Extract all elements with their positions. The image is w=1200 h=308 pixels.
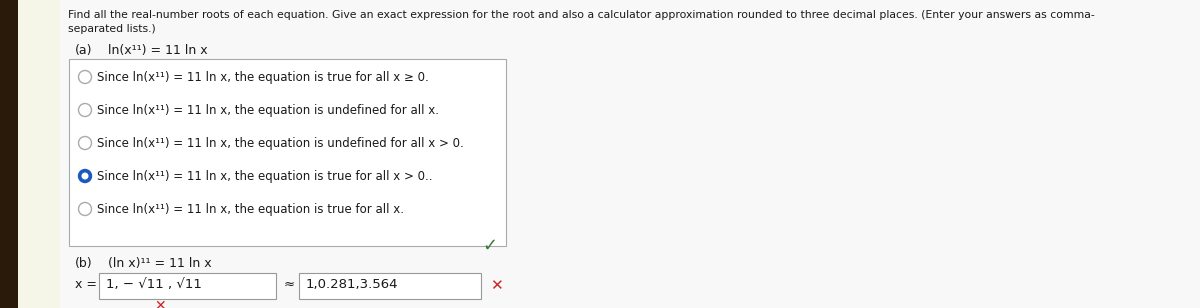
Circle shape (78, 71, 91, 83)
Text: 1, − √11 , √11: 1, − √11 , √11 (106, 278, 202, 291)
Text: Since ln(x¹¹) = 11 ln x, the equation is true for all x ≥ 0.: Since ln(x¹¹) = 11 ln x, the equation is… (97, 71, 428, 84)
Text: 1,0.281,3.564: 1,0.281,3.564 (306, 278, 398, 291)
Text: (a): (a) (74, 44, 92, 57)
Text: x =: x = (74, 278, 97, 291)
Text: ✕: ✕ (154, 299, 166, 308)
Circle shape (78, 202, 91, 216)
FancyBboxPatch shape (98, 273, 276, 299)
FancyBboxPatch shape (70, 59, 506, 246)
Circle shape (78, 169, 91, 183)
Text: ✕: ✕ (490, 278, 503, 293)
Text: Find all the real-number roots of each equation. Give an exact expression for th: Find all the real-number roots of each e… (68, 10, 1094, 20)
FancyBboxPatch shape (18, 0, 1200, 308)
Circle shape (82, 173, 88, 179)
FancyBboxPatch shape (0, 0, 18, 308)
Text: ≈: ≈ (284, 278, 295, 291)
Text: ln(x¹¹) = 11 ln x: ln(x¹¹) = 11 ln x (108, 44, 208, 57)
Text: ✓: ✓ (482, 237, 497, 255)
Text: (b): (b) (74, 257, 92, 270)
Text: Since ln(x¹¹) = 11 ln x, the equation is undefined for all x.: Since ln(x¹¹) = 11 ln x, the equation is… (97, 104, 439, 117)
Text: (ln x)¹¹ = 11 ln x: (ln x)¹¹ = 11 ln x (108, 257, 211, 270)
FancyBboxPatch shape (60, 0, 1200, 308)
Text: Since ln(x¹¹) = 11 ln x, the equation is undefined for all x > 0.: Since ln(x¹¹) = 11 ln x, the equation is… (97, 137, 463, 150)
Text: Since ln(x¹¹) = 11 ln x, the equation is true for all x > 0..: Since ln(x¹¹) = 11 ln x, the equation is… (97, 170, 432, 183)
Circle shape (78, 103, 91, 116)
FancyBboxPatch shape (299, 273, 481, 299)
Circle shape (78, 136, 91, 149)
Text: Since ln(x¹¹) = 11 ln x, the equation is true for all x.: Since ln(x¹¹) = 11 ln x, the equation is… (97, 203, 404, 216)
Text: separated lists.): separated lists.) (68, 24, 156, 34)
